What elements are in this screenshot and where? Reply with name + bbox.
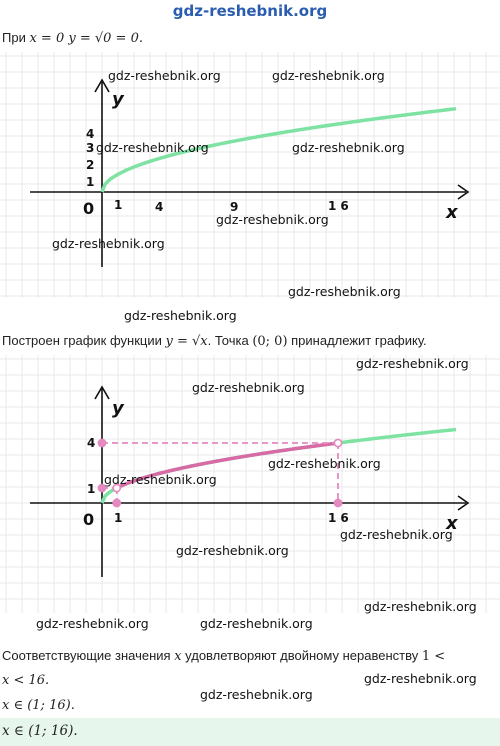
origin-label: 0 [83, 510, 94, 529]
site-watermark-top: gdz-reshebnik.org [172, 2, 328, 20]
text-line-3: Соответствующие значения x удовлетворяют… [2, 648, 445, 664]
watermark: gdz-reshebnik.org [108, 68, 221, 83]
watermark: gdz-reshebnik.org [216, 212, 329, 227]
grid [0, 52, 500, 298]
x-tick-label: 1 [114, 511, 122, 525]
y-tick-label: 4 [86, 127, 94, 141]
x-axis-label: x [445, 202, 459, 223]
x-tick-label: 16 [328, 199, 353, 213]
watermark: gdz-reshebnik.org [340, 527, 453, 542]
watermark: gdz-reshebnik.org [272, 68, 385, 83]
watermark: gdz-reshebnik.org [200, 616, 313, 631]
x-axis-label: x [445, 513, 459, 534]
y-tick-label: 1 [87, 482, 95, 496]
line3-text: удовлетворяют двойному неравенству [185, 648, 419, 663]
watermark: gdz-reshebnik.org [364, 599, 477, 614]
x-tick-label: 9 [230, 200, 238, 214]
y-axis-label: y [112, 89, 125, 110]
origin-label: 0 [83, 199, 94, 218]
watermark: gdz-reshebnik.org [124, 308, 237, 323]
y-axis-arrow [94, 385, 110, 400]
open-point [112, 483, 122, 493]
line3-text: Соответствующие значения [2, 648, 171, 663]
x-axis-arrow [457, 184, 470, 200]
line3-variable: x [174, 649, 182, 664]
line4-expression: x ∈ (1; 16). [2, 698, 75, 713]
axis-point [97, 483, 107, 493]
watermark: gdz-reshebnik.org [288, 284, 401, 299]
watermark: gdz-reshebnik.org [292, 140, 405, 155]
watermark: gdz-reshebnik.org [192, 380, 305, 395]
guide-lines [97, 438, 343, 508]
y-axis-label: y [112, 398, 125, 419]
sqrt-curve [100, 106, 457, 193]
x-tick-label: 1 [114, 198, 122, 212]
watermark: gdz-reshebnik.org [268, 456, 381, 471]
line2-text: принадлежит графику. [291, 333, 427, 348]
watermark: gdz-reshebnik.org [364, 671, 477, 686]
text-line-3b: x < 16. [2, 672, 49, 688]
line2-text: Построен график функции [2, 333, 162, 348]
sqrt-graph-1: y x 0 1 4 9 16 1 2 3 4 [0, 52, 500, 298]
line2-point: (0; 0) [252, 334, 288, 349]
y-tick-label: 1 [86, 175, 94, 189]
watermark: gdz-reshebnik.org [200, 687, 313, 702]
axis-point [112, 498, 122, 508]
line3-expression: 1 < [421, 649, 446, 664]
y-tick-label: 2 [86, 158, 94, 172]
open-point [333, 438, 343, 448]
text-line-4: x ∈ (1; 16). [2, 697, 75, 713]
x-tick-label: 16 [328, 511, 353, 525]
line1-prefix: При [2, 30, 26, 45]
text-line-2: Построен график функции y = √x. Точка (0… [2, 333, 427, 349]
watermark: gdz-reshebnik.org [104, 472, 217, 487]
x-axis-arrow [457, 495, 470, 511]
line1-expression: x = 0 y = √0 = 0. [29, 31, 143, 46]
watermark: gdz-reshebnik.org [36, 616, 149, 631]
line2-function: y = √x [165, 334, 208, 349]
watermark: gdz-reshebnik.org [356, 356, 469, 371]
axis-point [97, 438, 107, 448]
y-tick-label: 3 [86, 141, 94, 155]
axis-point [333, 498, 343, 508]
answer-box: x ∈ (1; 16). [0, 718, 500, 746]
answer-expression: x ∈ (1; 16). [2, 723, 78, 739]
watermark: gdz-reshebnik.org [52, 236, 165, 251]
y-tick-label: 4 [87, 436, 95, 450]
highlighted-curve-segment [115, 441, 339, 490]
text-line-1: При x = 0 y = √0 = 0. [2, 30, 143, 46]
watermark: gdz-reshebnik.org [96, 140, 209, 155]
grid [0, 355, 500, 613]
y-axis-arrow [94, 78, 110, 93]
watermark: gdz-reshebnik.org [176, 543, 289, 558]
x-tick-label: 4 [155, 200, 163, 214]
sqrt-graph-2: y x 0 1 16 1 4 [0, 355, 500, 613]
line2-text: . Точка [207, 333, 249, 348]
line3-expression: x < 16. [2, 673, 50, 688]
